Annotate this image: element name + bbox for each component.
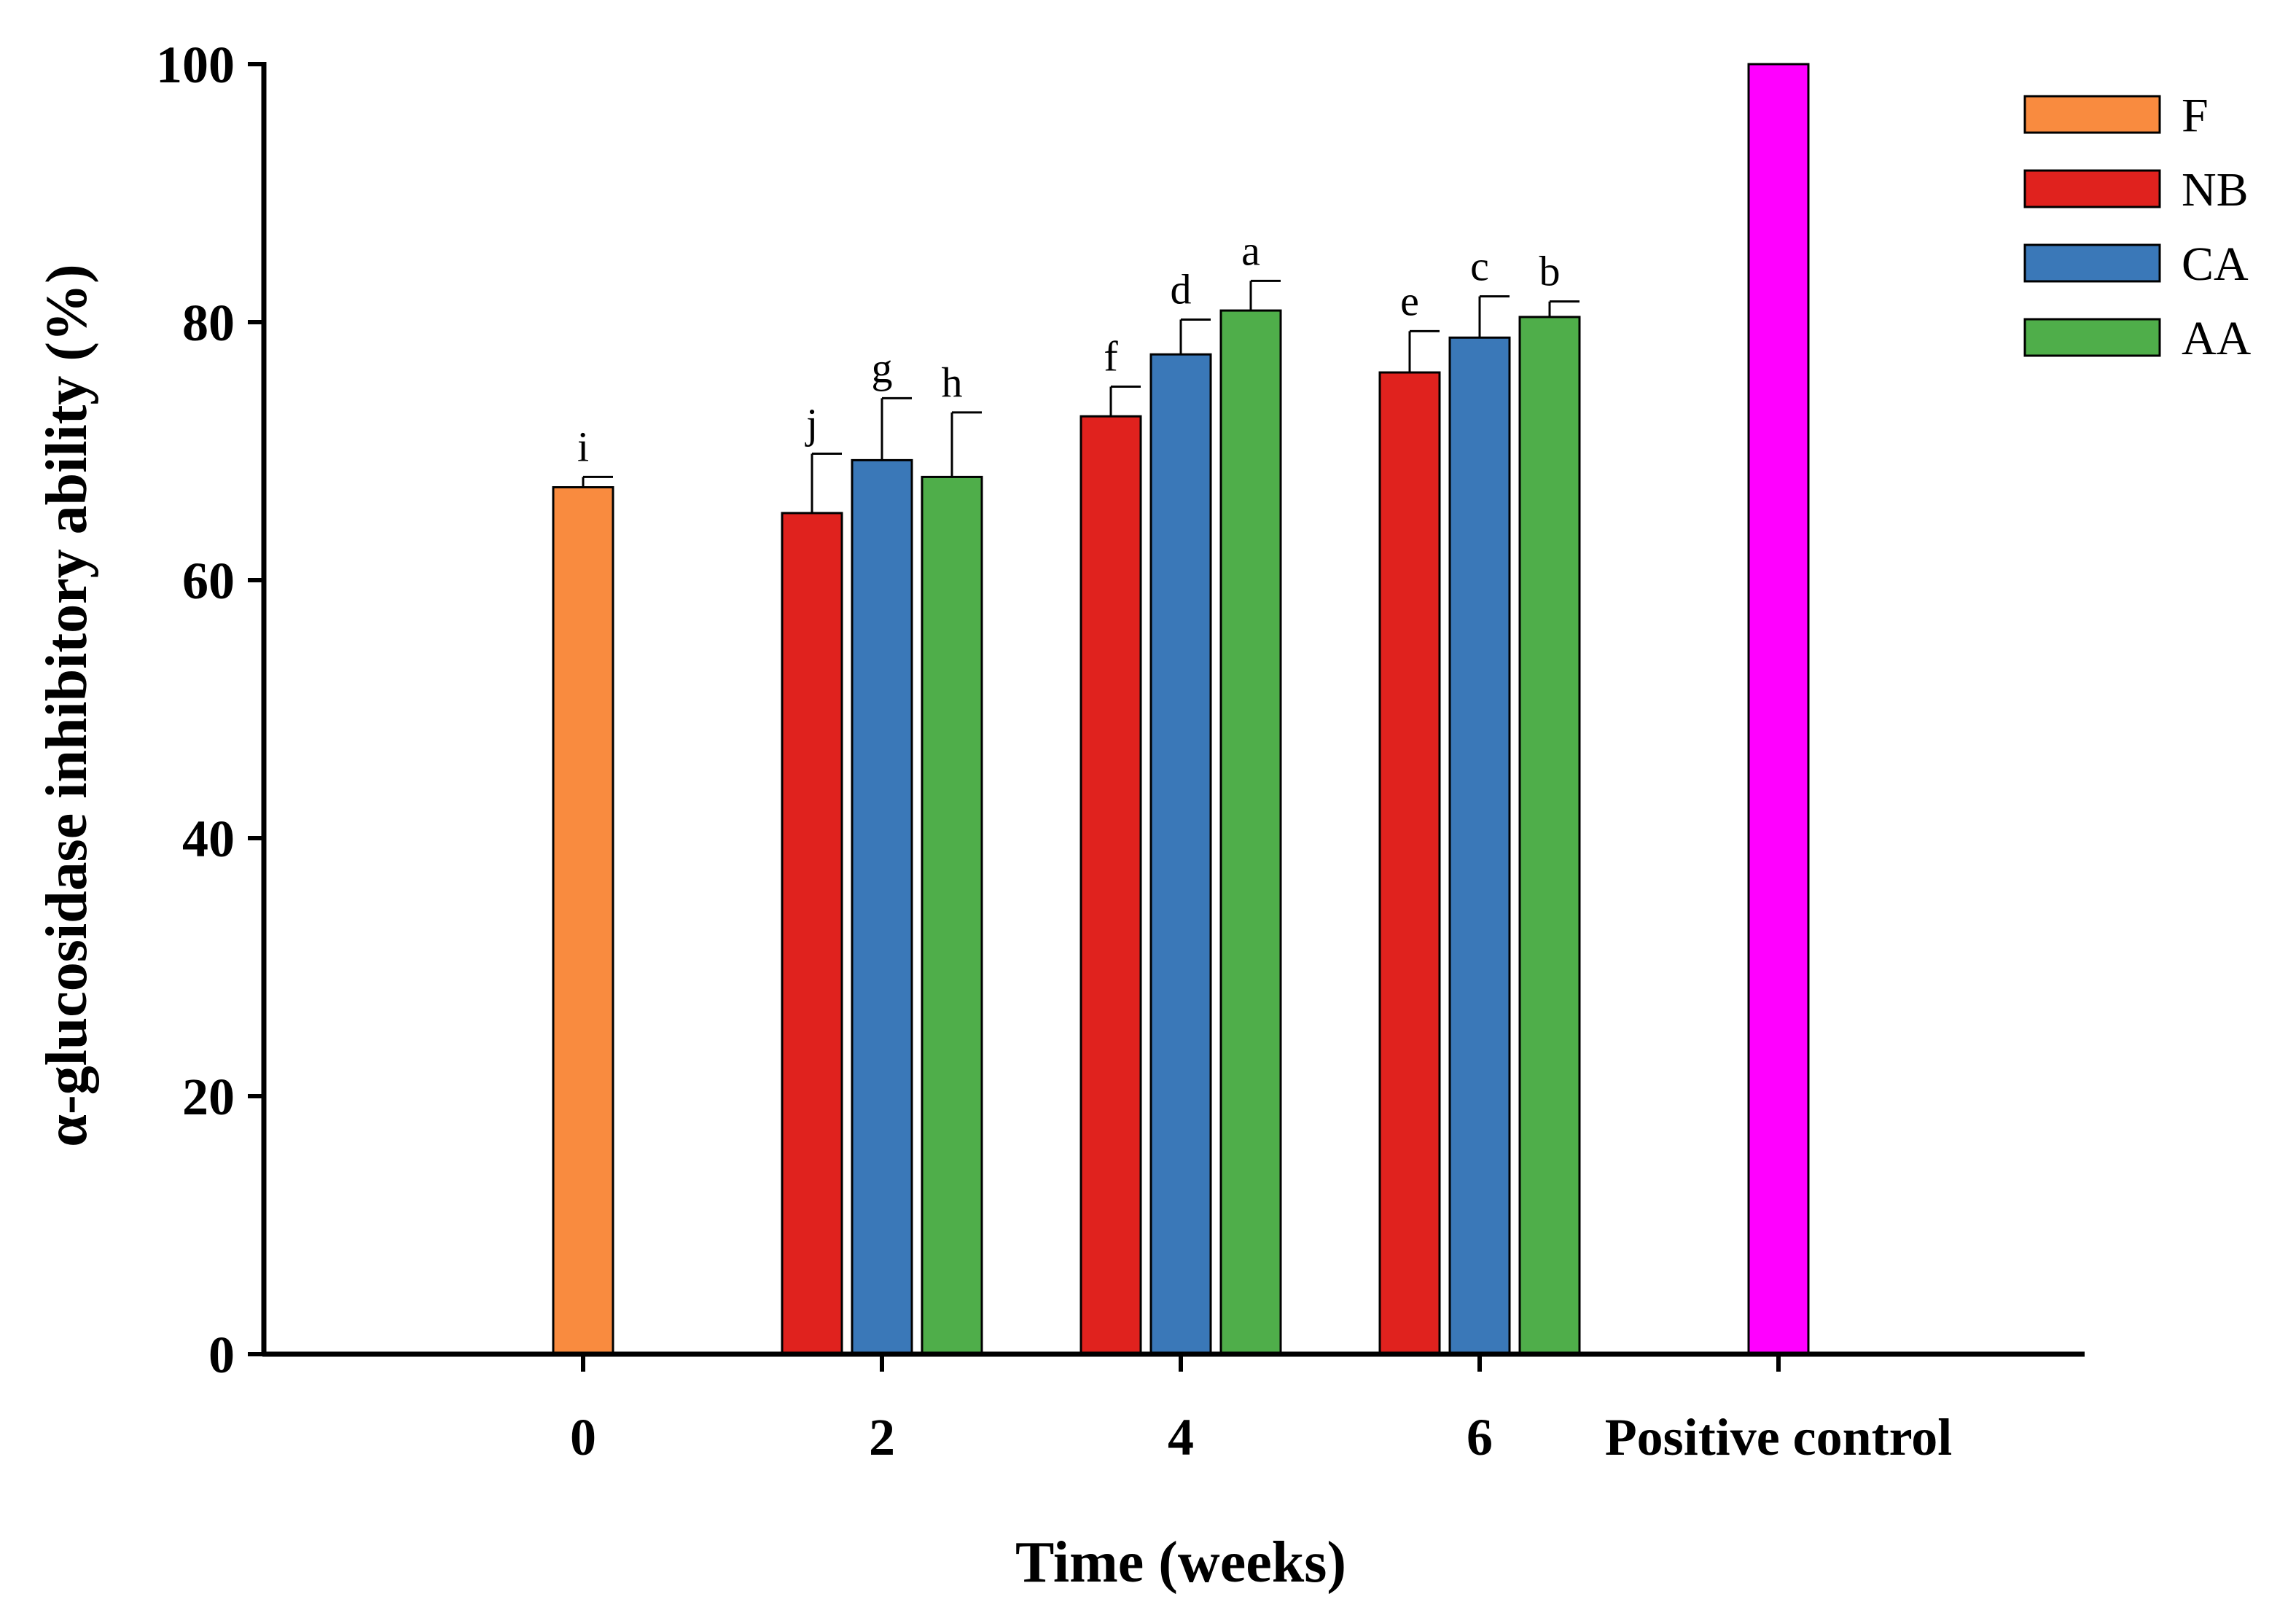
bar-4-nb xyxy=(1079,415,1142,1356)
bar-2-aa xyxy=(921,475,983,1356)
legend-swatch-aa xyxy=(2023,318,2161,357)
significance-label-2-aa: h xyxy=(942,359,963,406)
x-tick-label-6: 6 xyxy=(1467,1408,1493,1466)
y-tick-label-40: 40 xyxy=(182,810,235,868)
significance-label-6-ca: c xyxy=(1470,243,1489,290)
legend-label-f: F xyxy=(2182,89,2209,142)
bar-4-aa xyxy=(1219,309,1282,1356)
legend-label-aa: AA xyxy=(2182,312,2252,365)
bar-6-aa xyxy=(1518,316,1581,1356)
y-tick-label-100: 100 xyxy=(156,36,235,94)
legend-label-nb: NB xyxy=(2182,163,2249,216)
y-tick-label-20: 20 xyxy=(182,1068,235,1126)
y-axis-title: α-glucosidase inhibitory ability (%) xyxy=(35,264,99,1146)
labels-layer: i j g h f d a e c b xyxy=(577,227,1561,470)
bar-0-f xyxy=(552,486,614,1356)
x-axis-title: Time (weeks) xyxy=(1015,1531,1346,1595)
significance-label-6-nb: e xyxy=(1400,277,1419,324)
bar-6-ca xyxy=(1448,336,1511,1356)
x-tick-label-positive-control: Positive control xyxy=(1605,1408,1953,1466)
y-tick-label-60: 60 xyxy=(182,552,235,610)
bar-4-ca xyxy=(1149,353,1212,1356)
bar-2-ca xyxy=(851,458,913,1356)
bars-layer xyxy=(552,63,1810,1356)
y-tick-label-80: 80 xyxy=(182,294,235,352)
x-tick-label-4: 4 xyxy=(1168,1408,1194,1466)
legend-label-ca: CA xyxy=(2182,238,2249,291)
bar-2-nb xyxy=(781,512,843,1356)
legend: F NB CA AA xyxy=(2023,89,2252,365)
significance-label-2-ca: g xyxy=(872,344,893,391)
legend-swatch-nb xyxy=(2023,169,2161,208)
significance-label-4-ca: d xyxy=(1171,265,1192,313)
significance-label-4-aa: a xyxy=(1241,227,1260,274)
significance-label-4-nb: f xyxy=(1104,333,1118,380)
significance-label-6-aa: b xyxy=(1539,248,1561,295)
bar-6-nb xyxy=(1378,371,1441,1356)
bar-positive-control xyxy=(1747,63,1810,1356)
significance-label-2-nb: j xyxy=(805,400,818,448)
y-tick-label-0: 0 xyxy=(208,1326,235,1384)
x-tick-label-0: 0 xyxy=(570,1408,596,1466)
axes-layer: 0 20 40 60 80 100 0 2 4 6 Positive control xyxy=(156,36,2085,1466)
x-tick-label-2: 2 xyxy=(869,1408,895,1466)
legend-swatch-f xyxy=(2023,95,2161,134)
significance-label-0-f: i xyxy=(577,423,589,470)
legend-swatch-ca xyxy=(2023,243,2161,283)
